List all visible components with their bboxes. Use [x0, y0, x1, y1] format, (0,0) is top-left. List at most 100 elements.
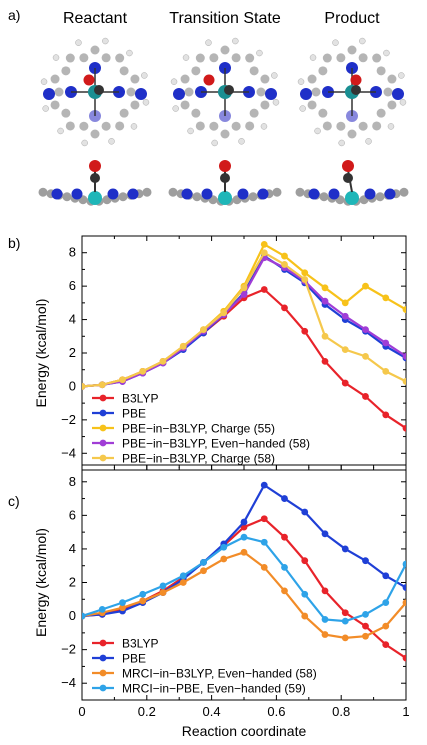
carbon-atom — [376, 108, 386, 118]
data-point — [341, 617, 349, 625]
x-axis-label: Reaction coordinate — [182, 723, 307, 739]
data-point — [301, 269, 309, 277]
data-point — [402, 654, 406, 662]
carbon-atom — [387, 100, 397, 110]
data-point — [139, 590, 147, 598]
hydrogen-atom — [182, 54, 190, 61]
data-point — [82, 383, 86, 390]
series-2 — [82, 252, 406, 390]
carbon-atom — [61, 66, 71, 76]
carbon-atom — [38, 187, 48, 197]
carbon-atom — [307, 74, 317, 84]
carbon-atom — [195, 121, 205, 131]
data-point — [159, 582, 167, 590]
legend-label: PBE−in−B3LYP, Even−handed (58) — [122, 437, 310, 451]
hydrogen-atom — [338, 139, 345, 147]
data-point — [382, 411, 390, 419]
series-line — [82, 551, 406, 640]
molecule-side-view — [168, 160, 282, 206]
y-tick-label: −2 — [61, 642, 76, 657]
molecule-side-view — [295, 160, 409, 206]
nitrogen-atom — [173, 88, 185, 100]
data-point — [402, 352, 406, 360]
carbon-atom — [358, 53, 368, 63]
nitrogen-atom — [265, 88, 277, 100]
hydrogen-atom — [52, 54, 60, 61]
carbon-atom — [61, 108, 71, 118]
carbon-atom — [79, 53, 89, 63]
carbon-atom — [260, 74, 270, 84]
legend-label: B3LYP — [122, 392, 158, 406]
hydrogen-atom — [141, 72, 148, 79]
hydrogen-atom — [75, 39, 82, 46]
panel-a-label: a) — [8, 7, 20, 23]
data-point — [382, 622, 390, 630]
carbon-atom — [220, 129, 230, 139]
nitrogen-atom — [135, 88, 147, 100]
y-tick-label: 8 — [69, 474, 76, 489]
data-point — [362, 326, 369, 333]
carbon-atom — [307, 100, 317, 110]
legend-label: PBE−in−B3LYP, Charge (55) — [122, 422, 275, 436]
carbon-atom — [245, 121, 255, 131]
nitrogen-atom — [201, 188, 213, 200]
series-line — [82, 256, 406, 388]
legend-swatch-marker — [99, 639, 107, 647]
data-point — [220, 543, 228, 551]
data-point — [402, 424, 406, 432]
data-point — [139, 367, 147, 375]
data-point — [382, 572, 390, 580]
data-point — [240, 533, 248, 541]
legend-label: B3LYP — [122, 637, 158, 651]
oxygen-atom — [89, 160, 101, 172]
data-point — [402, 378, 406, 385]
series-4 — [82, 254, 406, 390]
hydrogen-atom — [297, 78, 305, 85]
data-point — [159, 357, 167, 365]
panel-b-label: b) — [8, 235, 20, 251]
nitrogen-atom — [384, 188, 396, 200]
hydrogen-atom — [172, 105, 179, 112]
y-tick-label: 4 — [69, 312, 76, 327]
carbon-atom — [79, 121, 89, 131]
carbon-atom — [101, 53, 111, 63]
hydrogen-atom — [272, 99, 280, 106]
data-point — [179, 342, 187, 350]
y-tick-label: 8 — [69, 245, 76, 260]
hydrogen-atom — [387, 123, 395, 130]
carbon-atom — [62, 192, 72, 202]
data-point — [402, 584, 406, 591]
legend-swatch-marker — [99, 439, 107, 447]
x-tick-label: 0.4 — [203, 704, 221, 719]
data-point — [321, 332, 329, 340]
data-point — [321, 587, 329, 595]
hydrogen-atom — [398, 72, 405, 79]
carbon-atom — [54, 87, 64, 97]
series-line — [82, 242, 406, 388]
carbon-atom — [336, 53, 346, 63]
carbon-atom-co — [351, 85, 361, 95]
carbon-atom — [118, 192, 128, 202]
hydrogen-atom — [359, 37, 366, 45]
y-tick-label: −4 — [61, 675, 76, 690]
y-tick-label: 6 — [69, 507, 76, 522]
data-point — [362, 557, 369, 565]
hydrogen-atom — [299, 105, 306, 112]
data-point — [200, 558, 207, 566]
data-point — [260, 515, 268, 523]
hydrogen-atom — [256, 49, 263, 57]
carbon-atom-co — [343, 173, 353, 183]
carbon-atom — [191, 66, 201, 76]
carbon-atom — [318, 108, 328, 118]
hydrogen-atom — [142, 99, 150, 106]
carbon-atom — [372, 53, 382, 63]
x-tick-label: 0.2 — [138, 704, 156, 719]
oxygen-atom — [219, 160, 231, 172]
carbon-atom — [322, 53, 332, 63]
hydrogen-atom — [271, 72, 278, 79]
data-point — [301, 612, 309, 620]
carbon-atom — [90, 129, 100, 139]
data-point — [321, 284, 329, 292]
hydrogen-atom — [399, 99, 407, 106]
